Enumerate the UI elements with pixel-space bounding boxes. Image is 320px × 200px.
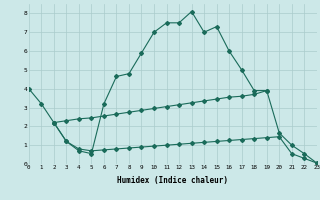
X-axis label: Humidex (Indice chaleur): Humidex (Indice chaleur): [117, 176, 228, 185]
